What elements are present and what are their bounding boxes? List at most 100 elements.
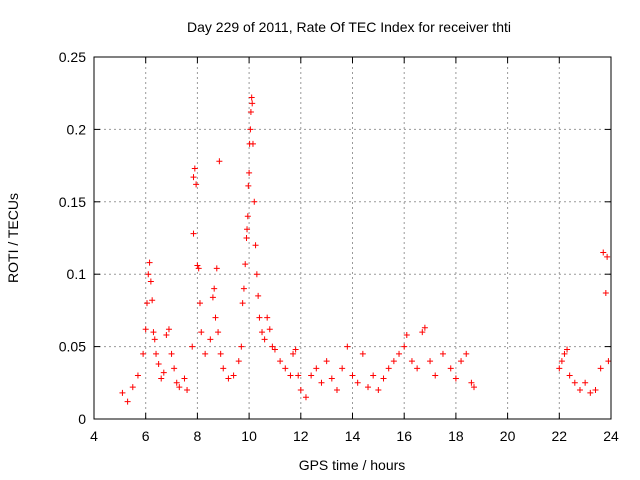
data-point xyxy=(295,372,302,379)
data-point xyxy=(165,326,172,333)
data-point xyxy=(403,332,410,339)
x-tick-label: 12 xyxy=(293,428,309,444)
data-point xyxy=(235,358,242,365)
data-point xyxy=(176,384,183,391)
data-point xyxy=(190,174,197,181)
data-point xyxy=(173,379,180,386)
data-point xyxy=(146,259,153,266)
data-point xyxy=(244,213,251,220)
data-point xyxy=(119,389,126,396)
data-points xyxy=(119,94,612,405)
data-point xyxy=(158,375,165,382)
data-point xyxy=(248,94,255,101)
data-point xyxy=(168,350,175,357)
data-point xyxy=(212,314,219,321)
x-tick-label: 22 xyxy=(552,428,568,444)
data-point xyxy=(217,350,224,357)
data-point xyxy=(318,379,325,386)
y-axis-label: ROTI / TECUs xyxy=(5,193,21,283)
data-point xyxy=(349,372,356,379)
data-point xyxy=(245,182,252,189)
data-point xyxy=(220,365,227,372)
data-point xyxy=(576,387,583,394)
data-point xyxy=(302,394,309,401)
data-point xyxy=(458,358,465,365)
y-tick-label: 0.25 xyxy=(59,49,86,65)
data-point xyxy=(140,350,147,357)
data-point xyxy=(605,358,612,365)
data-point xyxy=(439,350,446,357)
data-point xyxy=(597,365,604,372)
data-point xyxy=(470,384,477,391)
data-point xyxy=(396,350,403,357)
data-point xyxy=(202,350,209,357)
data-point xyxy=(171,365,178,372)
data-point xyxy=(143,300,150,307)
data-point xyxy=(566,372,573,379)
data-point xyxy=(181,375,188,382)
data-point xyxy=(216,158,223,165)
data-point xyxy=(246,169,253,176)
data-point xyxy=(252,242,259,249)
data-point xyxy=(390,358,397,365)
data-point xyxy=(155,360,162,367)
data-point xyxy=(261,336,268,343)
data-point xyxy=(558,358,565,365)
data-point xyxy=(287,372,294,379)
x-tick-label: 14 xyxy=(345,428,361,444)
data-point xyxy=(582,379,589,386)
x-tick-label: 16 xyxy=(396,428,412,444)
data-point xyxy=(556,365,563,372)
data-point xyxy=(153,350,160,357)
data-point xyxy=(602,290,609,297)
y-tick-label: 0.15 xyxy=(59,194,86,210)
data-point xyxy=(468,379,475,386)
data-point xyxy=(401,343,408,350)
x-tick-label: 20 xyxy=(500,428,516,444)
data-point xyxy=(198,329,205,336)
data-point xyxy=(255,292,262,299)
data-point xyxy=(375,387,382,394)
data-point xyxy=(308,372,315,379)
data-point xyxy=(414,365,421,372)
data-point xyxy=(339,365,346,372)
data-point xyxy=(365,384,372,391)
data-point xyxy=(290,350,297,357)
data-point xyxy=(150,329,157,336)
x-axis-label: GPS time / hours xyxy=(299,457,406,473)
data-point xyxy=(215,329,222,336)
data-point xyxy=(124,398,131,405)
data-point xyxy=(333,387,340,394)
data-point xyxy=(151,336,158,343)
data-point xyxy=(370,372,377,379)
data-point xyxy=(359,350,366,357)
data-point xyxy=(256,314,263,321)
tick-labels: 4 6 8 10 12 14 16 18 20 22 24 0 0.05 0.1 0.15 0.2 0.25 xyxy=(59,49,619,444)
data-point xyxy=(249,140,256,147)
y-tick-label: 0 xyxy=(78,411,86,427)
data-point xyxy=(253,271,260,278)
data-point xyxy=(238,343,245,350)
data-point xyxy=(191,165,198,172)
data-point xyxy=(421,324,428,331)
data-point xyxy=(380,375,387,382)
data-point xyxy=(587,389,594,396)
data-point xyxy=(194,262,201,269)
data-point xyxy=(447,365,454,372)
data-point xyxy=(297,387,304,394)
x-tick-label: 10 xyxy=(241,428,257,444)
data-point xyxy=(604,253,611,260)
data-point xyxy=(134,372,141,379)
data-point xyxy=(242,261,249,268)
data-point xyxy=(354,379,361,386)
data-point xyxy=(184,387,191,394)
data-point xyxy=(211,285,218,292)
data-point xyxy=(419,329,426,336)
data-point xyxy=(193,181,200,188)
data-point xyxy=(247,109,254,116)
data-point xyxy=(600,249,607,256)
data-point xyxy=(452,375,459,382)
data-point xyxy=(145,271,152,278)
data-point xyxy=(142,326,149,333)
